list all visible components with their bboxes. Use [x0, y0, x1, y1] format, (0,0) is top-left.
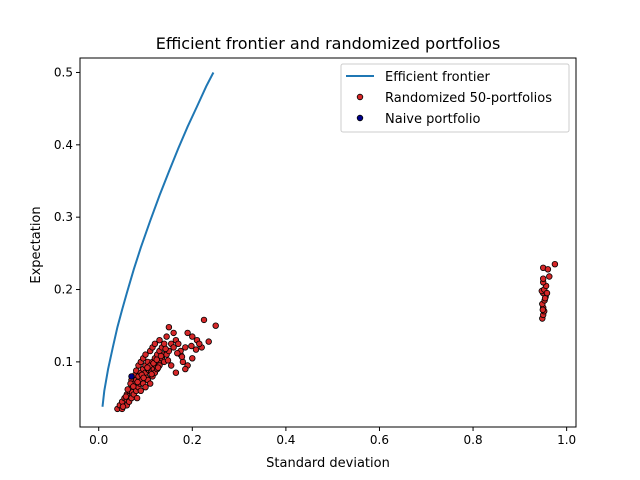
legend: Efficient frontier Randomized 50-portfol…: [340, 63, 570, 133]
y-tick-label: 0.4: [54, 138, 73, 152]
random-portfolio-point: [182, 365, 189, 373]
random-portfolio-point: [551, 261, 559, 268]
x-tick-label: 0.4: [276, 433, 295, 447]
random-portfolio-point: [205, 338, 212, 345]
random-portfolio-point: [154, 364, 162, 371]
y-tick-label: 0.2: [54, 283, 73, 297]
random-portfolio-point: [184, 329, 191, 337]
random-portfolio-point: [153, 356, 160, 363]
random-portfolio-point: [134, 378, 141, 386]
x-tick-label: 0.0: [89, 433, 108, 447]
axes-frame: [79, 57, 577, 428]
random-portfolio-point: [174, 350, 181, 357]
random-portfolio-point: [142, 351, 149, 358]
random-portfolio-point: [130, 383, 137, 390]
random-portfolio-point: [212, 322, 219, 329]
plot-area: [101, 72, 559, 413]
axes: 0.0 0.2 0.4 0.6 0.8 1.0 0.1 0.2 0.3 0.4 0.5: [54, 57, 577, 447]
legend-label-naive: Naive portfolio: [385, 112, 481, 127]
random-portfolio-point: [540, 275, 547, 282]
random-portfolio-point: [133, 394, 141, 402]
legend-frame: [340, 63, 570, 133]
random-portfolio-point: [182, 344, 189, 351]
random-portfolio-point: [137, 387, 144, 394]
random-portfolio-point: [151, 340, 159, 347]
random-portfolio-point: [140, 374, 147, 381]
y-tick-label: 0.1: [54, 355, 73, 369]
random-portfolio-point: [170, 329, 177, 337]
random-portfolio-point: [189, 355, 196, 362]
random-portfolio-point: [122, 393, 130, 400]
random-portfolio-point: [124, 386, 131, 393]
random-portfolio-point: [175, 340, 182, 347]
random-portfolio-point: [544, 266, 552, 273]
random-portfolio-point: [148, 371, 155, 378]
random-portfolio-point: [165, 324, 173, 331]
x-axis-label: Standard deviation: [266, 456, 390, 471]
x-tick-label: 0.8: [464, 433, 483, 447]
chart-title: Efficient frontier and randomized portfo…: [156, 34, 501, 53]
random-portfolio-point: [167, 362, 175, 369]
random-portfolio-point: [146, 380, 154, 387]
random-portfolio-point: [119, 403, 127, 410]
x-tick-label: 0.2: [183, 433, 202, 447]
random-portfolio-point: [189, 333, 196, 340]
random-portfolio-point: [142, 384, 149, 391]
y-tick-label: 0.5: [54, 65, 73, 79]
y-tick-label: 0.3: [54, 210, 73, 224]
random-portfolio-point: [170, 344, 177, 351]
random-portfolio-point: [157, 352, 165, 360]
random-portfolio-point: [200, 316, 208, 324]
legend-random-marker-icon: [356, 93, 364, 101]
efficient-frontier-line: [101, 72, 215, 407]
random-portfolio-point: [188, 342, 195, 350]
x-tick-label: 1.0: [557, 433, 576, 447]
random-portfolio-point: [162, 345, 169, 353]
random-portfolio-point: [539, 306, 546, 313]
naive-portfolio-point: [128, 373, 135, 380]
random-portfolio-point: [156, 337, 163, 344]
legend-label-random: Randomized 50-portfolios: [385, 91, 552, 106]
legend-naive-marker-icon: [356, 114, 364, 122]
random-portfolio-point: [164, 357, 172, 364]
random-portfolio-point: [163, 333, 170, 340]
y-axis-label: Expectation: [29, 206, 44, 283]
random-portfolio-point: [196, 340, 203, 347]
legend-label-frontier: Efficient frontier: [385, 70, 491, 85]
random-portfolio-point: [172, 369, 180, 376]
random-portfolio-point: [546, 273, 553, 280]
random-portfolio-point: [178, 353, 186, 360]
x-tick-label: 0.6: [370, 433, 389, 447]
random-portfolio-point: [192, 346, 200, 353]
random-portfolio-point: [543, 289, 551, 297]
random-portfolio-point: [144, 364, 151, 371]
